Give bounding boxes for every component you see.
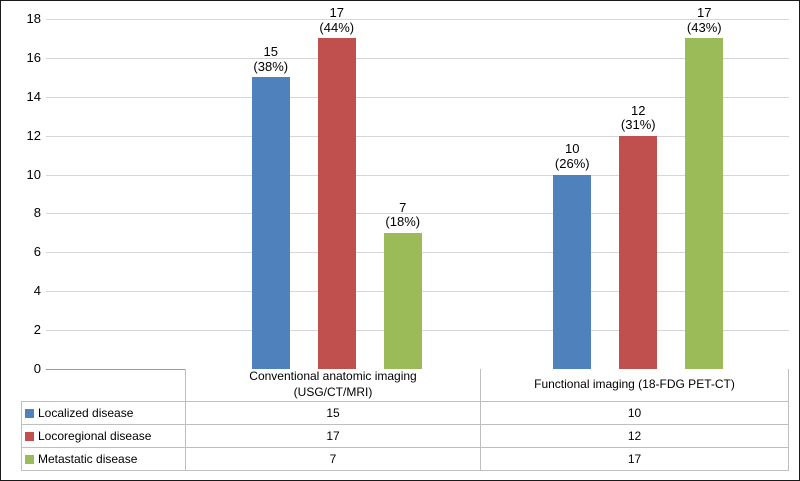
y-axis-tick-label: 18: [26, 11, 41, 26]
table-value-cell: 17: [481, 448, 789, 471]
bar-metastatic-1: [685, 38, 724, 369]
y-axis-tick-label: 6: [33, 244, 41, 260]
y-axis-tick-label: 0: [33, 361, 41, 376]
bar-label-line: (18%): [385, 214, 421, 230]
bar-label-line: (38%): [253, 58, 289, 74]
table-value-cell: 17: [186, 425, 481, 448]
legend-key-icon: [25, 408, 34, 418]
legend-item-locoregional: Locoregional disease: [21, 425, 186, 448]
bar-data-label: 10 (26%): [555, 142, 590, 171]
gridline: [46, 96, 789, 98]
bar-label-line: 7: [399, 199, 407, 215]
table-value-cell: 12: [481, 425, 789, 448]
bar-group-0: 15 (38%) 17 (44%) 7 (18%): [186, 1, 488, 369]
bar-localized-0: [251, 77, 290, 369]
legend-key-icon: [25, 454, 34, 464]
legend-item-localized: Localized disease: [21, 402, 186, 425]
y-axis-tick-label: 8: [33, 205, 41, 221]
bar-data-label: 15 (38%): [253, 45, 288, 74]
bar-label-line: 17: [329, 5, 344, 21]
bar-with-label: 10 (26%): [553, 142, 592, 369]
plot-area: 15 (38%) 17 (44%) 7 (18%) 10 (26%) 12 (31%) 17 (43%…: [186, 1, 789, 369]
bar-locoregional-1: [619, 135, 658, 369]
bar-label-line: 10: [565, 141, 580, 157]
gridline: [46, 213, 789, 215]
y-axis-tick-label: 10: [26, 166, 41, 182]
bar-label-line: 17: [697, 5, 712, 21]
y-axis-tick-label: 12: [26, 127, 41, 143]
gridline: [46, 57, 789, 59]
bar-label-line: (31%): [620, 117, 656, 133]
series-name: Locoregional disease: [38, 429, 152, 443]
bar-with-label: 17 (44%): [317, 6, 356, 369]
bar-label-line: (43%): [686, 19, 722, 35]
category-header-line: Functional imaging (18-FDG PET-CT): [534, 377, 735, 392]
legend-key-icon: [25, 431, 34, 441]
gridline: [46, 174, 789, 176]
series-name: Localized disease: [38, 406, 134, 420]
bar-with-label: 12 (31%): [619, 102, 658, 369]
bar-with-label: 17 (43%): [685, 6, 724, 369]
bar-localized-1: [553, 174, 592, 369]
bar-locoregional-0: [317, 38, 356, 369]
bar-with-label: 7 (18%): [383, 199, 422, 369]
bar-data-label: 17 (43%): [687, 6, 722, 35]
bar-label-line: (26%): [554, 156, 590, 172]
table-value-cell: 10: [481, 402, 789, 425]
category-header-1: Functional imaging (18-FDG PET-CT): [481, 369, 789, 402]
y-axis-tick-label: 16: [26, 49, 41, 65]
bar-label-line: (44%): [319, 19, 355, 35]
series-name: Metastatic disease: [38, 452, 138, 466]
bar-data-label: 17 (44%): [319, 6, 354, 35]
category-header-line: (USG/CT/MRI): [293, 385, 373, 399]
table-corner-cell: [21, 369, 186, 402]
table-value-cell: 15: [186, 402, 481, 425]
category-header-0: Conventional anatomic imaging (USG/CT/MRI…: [186, 369, 481, 402]
table-value-cell: 7: [186, 448, 481, 471]
gridline: [46, 135, 789, 137]
bar-data-label: 7 (18%): [385, 199, 421, 230]
legend-item-metastatic: Metastatic disease: [21, 448, 186, 471]
bar-metastatic-0: [383, 232, 422, 369]
y-axis-tick-label: 4: [33, 283, 41, 299]
category-header-line: Conventional anatomic imaging: [249, 369, 417, 384]
bar-label-line: 15: [263, 44, 278, 60]
y-axis-tick-label: 2: [33, 322, 41, 338]
bar-data-label: 12 (31%): [620, 102, 656, 133]
bar-with-label: 15 (38%): [251, 45, 290, 369]
bar-label-line: 12: [631, 102, 646, 118]
data-table: Conventional anatomic imaging (USG/CT/MRI…: [21, 369, 789, 471]
gridline: [46, 19, 789, 20]
y-axis-tick-label: 14: [26, 88, 41, 104]
bar-group-1: 10 (26%) 12 (31%) 17 (43%): [488, 1, 790, 369]
